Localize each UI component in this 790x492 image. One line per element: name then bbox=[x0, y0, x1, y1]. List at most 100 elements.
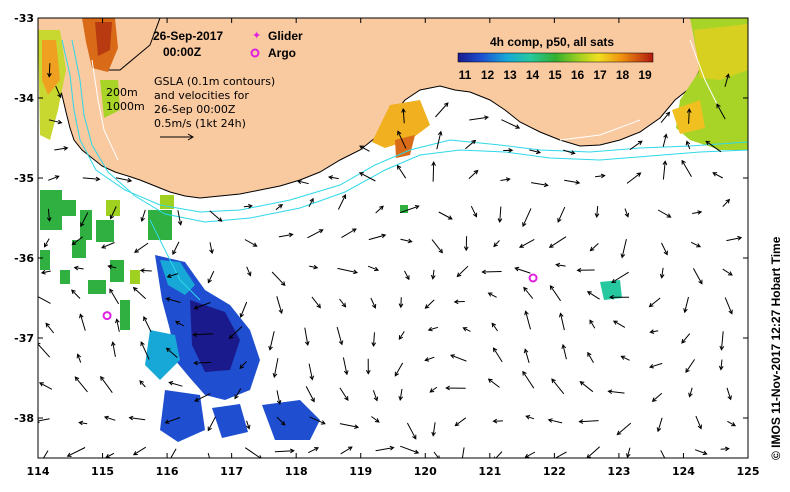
velocity-arrow bbox=[207, 416, 216, 432]
velocity-arrow bbox=[78, 420, 88, 426]
velocity-arrow bbox=[620, 355, 630, 361]
velocity-arrow bbox=[685, 359, 696, 374]
velocity-arrow bbox=[626, 172, 642, 184]
velocity-arrow bbox=[431, 161, 436, 182]
velocity-arrow bbox=[694, 449, 708, 456]
velocity-arrow bbox=[589, 319, 596, 329]
velocity-arrow bbox=[207, 270, 215, 284]
velocity-arrow bbox=[648, 297, 661, 308]
x-tick-label: 116 bbox=[156, 465, 179, 478]
velocity-arrow bbox=[719, 331, 725, 351]
y-tick-label: -37 bbox=[14, 332, 34, 345]
velocity-arrow bbox=[115, 177, 133, 183]
velocity-arrow bbox=[76, 353, 82, 363]
velocity-arrow bbox=[681, 159, 692, 177]
velocity-arrow bbox=[128, 415, 146, 421]
velocity-arrow bbox=[688, 387, 693, 398]
x-tick-label: 117 bbox=[220, 465, 243, 478]
velocity-arrow bbox=[308, 447, 320, 454]
x-tick-label: 120 bbox=[414, 465, 437, 478]
velocity-arrow bbox=[692, 210, 703, 215]
velocity-arrow bbox=[462, 327, 471, 332]
time-title: 00:00Z bbox=[163, 45, 201, 59]
velocity-arrow bbox=[579, 381, 594, 393]
velocity-arrow bbox=[727, 420, 737, 427]
velocity-arrow bbox=[243, 203, 253, 209]
velocity-arrow bbox=[662, 133, 668, 147]
velocity-arrow bbox=[209, 242, 214, 255]
velocity-arrow bbox=[228, 326, 243, 340]
velocity-arrow bbox=[720, 446, 730, 452]
velocity-arrow bbox=[268, 331, 275, 351]
colorbar-tick-label: 12 bbox=[481, 68, 495, 82]
velocity-arrow bbox=[358, 172, 376, 182]
velocity-arrow bbox=[705, 140, 722, 153]
y-tick-label: -36 bbox=[14, 252, 34, 265]
x-tick-label: 124 bbox=[672, 465, 695, 478]
velocity-arrow bbox=[342, 357, 349, 376]
velocity-arrow bbox=[551, 378, 565, 395]
glider-marker: ✦ bbox=[252, 29, 261, 42]
velocity-arrow bbox=[692, 268, 703, 285]
velocity-arrow bbox=[367, 265, 380, 272]
velocity-arrow bbox=[587, 351, 594, 363]
colorbar-ticks: 11 12 13 14 15 16 17 18 19 bbox=[459, 68, 652, 82]
velocity-arrow bbox=[192, 332, 214, 337]
velocity-arrow bbox=[132, 446, 147, 456]
velocity-arrow bbox=[685, 140, 691, 150]
legend-glider: Glider bbox=[268, 29, 303, 43]
velocity-arrow bbox=[431, 239, 443, 254]
velocity-arrow bbox=[400, 445, 420, 454]
note-line-2: and velocities for bbox=[154, 89, 249, 102]
x-tick-label: 114 bbox=[27, 465, 50, 478]
velocity-arrow bbox=[132, 286, 147, 300]
argo-float[interactable] bbox=[102, 311, 112, 321]
velocity-arrow bbox=[245, 420, 251, 430]
velocity-arrow bbox=[307, 229, 324, 239]
y-tick-label: -34 bbox=[14, 92, 34, 105]
velocity-arrow bbox=[436, 130, 443, 150]
colorbar-tick-label: 11 bbox=[459, 68, 472, 82]
velocity-arrow bbox=[524, 451, 536, 458]
velocity-arrow bbox=[101, 242, 115, 249]
colorbar-title: 4h comp, p50, all sats bbox=[490, 35, 614, 49]
velocity-arrow bbox=[450, 354, 467, 362]
velocity-arrow bbox=[40, 269, 51, 275]
velocity-arrow bbox=[103, 415, 116, 421]
velocity-arrow bbox=[493, 240, 500, 248]
plot-frame bbox=[37, 17, 749, 459]
velocity-arrow bbox=[445, 385, 466, 391]
velocity-arrow bbox=[722, 198, 731, 208]
velocity-arrow bbox=[193, 360, 212, 366]
velocity-arrow bbox=[278, 232, 294, 238]
velocity-arrow bbox=[681, 333, 691, 344]
velocity-arrow bbox=[311, 296, 321, 309]
velocity-arrow bbox=[55, 85, 62, 99]
velocity-arrow bbox=[274, 448, 295, 454]
note-line-3: 26-Sep 00:00Z bbox=[154, 103, 236, 116]
velocity-arrow bbox=[309, 416, 326, 425]
velocity-arrow bbox=[660, 111, 671, 123]
velocity-arrow bbox=[245, 447, 262, 458]
velocity-arrow bbox=[487, 292, 497, 298]
velocity-arrow bbox=[500, 177, 511, 182]
velocity-arrow bbox=[398, 297, 404, 309]
velocity-arrow bbox=[164, 417, 181, 424]
velocity-arrow bbox=[629, 140, 643, 151]
velocity-arrow bbox=[168, 381, 183, 387]
velocity-arrow bbox=[683, 296, 689, 314]
x-tick-label: 125 bbox=[737, 465, 760, 478]
argo-float[interactable] bbox=[528, 273, 538, 283]
velocity-arrow bbox=[586, 291, 600, 300]
velocity-arrow bbox=[239, 361, 247, 370]
velocity-arrow bbox=[305, 386, 315, 403]
velocity-arrow bbox=[100, 375, 113, 393]
velocity-arrow bbox=[193, 302, 211, 310]
credit-text: © IMOS 11-Nov-2017 12:27 Hobart Time bbox=[769, 236, 783, 460]
velocity-arrow bbox=[469, 115, 490, 121]
velocity-arrow bbox=[404, 270, 410, 281]
velocity-arrow bbox=[465, 139, 477, 150]
velocity-arrow bbox=[234, 388, 242, 400]
colorbar bbox=[457, 52, 654, 63]
velocity-arrow bbox=[525, 415, 535, 420]
